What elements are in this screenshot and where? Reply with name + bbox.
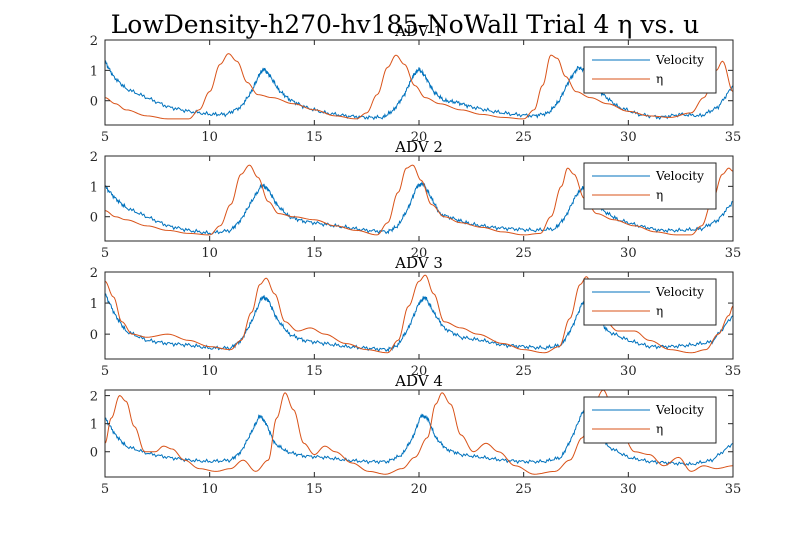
y-tick-label: 2 [90,150,98,165]
x-tick-label: 20 [411,364,428,379]
x-tick-label: 25 [515,130,532,145]
x-tick-label: 15 [306,364,323,379]
legend: Velocity η [583,396,717,444]
x-tick-label: 15 [306,246,323,261]
eta-series-line [105,53,733,120]
x-tick-label: 10 [201,364,218,379]
subplot-adv-2: 5 10 15 20 25 30 35 0 1 2 ADV 2 Velocity η [90,138,742,261]
figure-title: LowDensity-h270-hv185-NoWall Trial 4 η v… [111,10,700,39]
x-tick-label: 5 [101,482,109,497]
x-tick-label: 10 [201,482,218,497]
x-tick-label: 30 [620,130,637,145]
x-tick-label: 20 [411,482,428,497]
subplot-title: ADV 1 [394,22,443,40]
subplot-adv-3: 5 10 15 20 25 30 35 0 1 2 ADV 3 Velocity η [90,254,742,379]
x-tick-label: 20 [411,130,428,145]
eta-legend-label: η [656,304,663,318]
x-tick-label: 25 [515,482,532,497]
x-tick-label: 5 [101,130,109,145]
eta-legend-label: η [656,188,663,202]
subplot-title: ADV 3 [394,254,443,272]
x-tick-label: 35 [725,130,742,145]
x-tick-label: 10 [201,130,218,145]
x-tick-label: 35 [725,364,742,379]
legend-box [583,278,717,326]
velocity-legend-label: Velocity [655,403,704,417]
y-tick-label: 0 [90,211,98,226]
eta-legend-label: η [656,72,663,86]
x-tick-label: 35 [725,246,742,261]
y-tick-label: 2 [90,266,98,281]
x-tick-label: 5 [101,246,109,261]
legend: Velocity η [583,278,717,326]
velocity-legend-label: Velocity [655,53,704,67]
subplot-adv-1: 5 10 15 20 25 30 35 0 1 2 ADV 1 Velocity η [90,22,742,145]
velocity-series-line [105,181,733,235]
x-tick-label: 10 [201,246,218,261]
y-tick-label: 0 [90,446,98,461]
x-tick-label: 25 [515,246,532,261]
x-tick-label: 30 [620,364,637,379]
legend-box [583,46,717,94]
eta-legend-label: η [656,422,663,436]
x-tick-label: 35 [725,482,742,497]
x-tick-label: 30 [620,482,637,497]
velocity-legend-label: Velocity [655,169,704,183]
x-tick-label: 20 [411,246,428,261]
y-tick-label: 0 [90,95,98,110]
subplot-title: ADV 2 [394,138,443,156]
x-tick-label: 5 [101,364,109,379]
y-tick-label: 1 [90,297,98,312]
eta-series-line [105,274,733,354]
legend: Velocity η [583,46,717,94]
velocity-legend-label: Velocity [655,285,704,299]
y-tick-label: 1 [90,418,98,433]
subplot-title: ADV 4 [394,372,443,390]
subplot-adv-4: 5 10 15 20 25 30 35 0 1 2 ADV 4 Velocity η [90,372,742,497]
x-tick-label: 15 [306,130,323,145]
legend-box [583,162,717,210]
y-tick-label: 0 [90,328,98,343]
y-tick-label: 1 [90,64,98,79]
legend: Velocity η [583,162,717,210]
y-tick-label: 2 [90,390,98,405]
legend-box [583,396,717,444]
x-tick-label: 30 [620,246,637,261]
y-tick-label: 2 [90,34,98,49]
x-tick-label: 25 [515,364,532,379]
x-tick-label: 15 [306,482,323,497]
eta-series-line [105,164,733,236]
y-tick-label: 1 [90,180,98,195]
